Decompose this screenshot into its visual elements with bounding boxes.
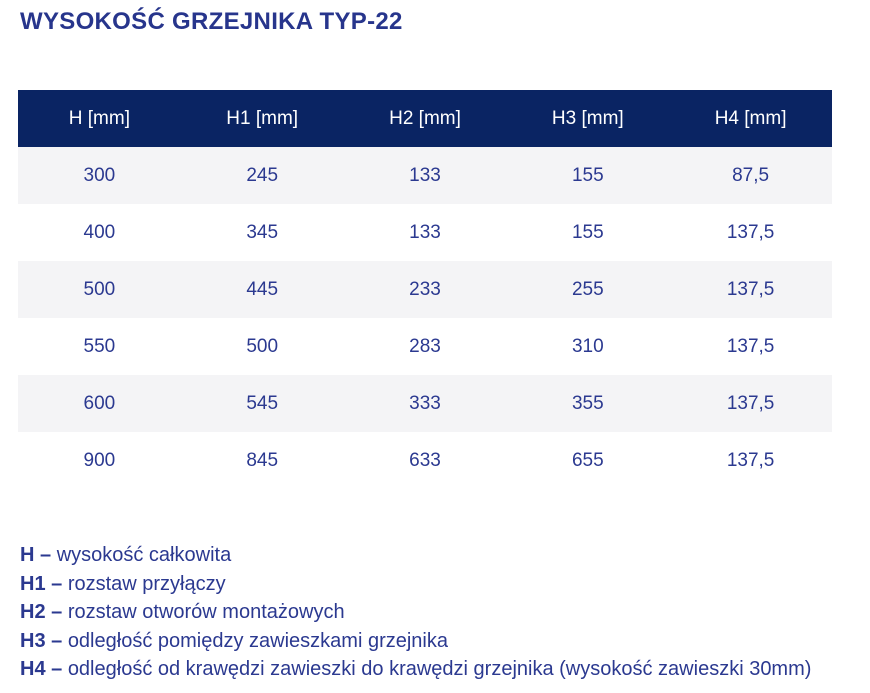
page-title: WYSOKOŚĆ GRZEJNIKA TYP-22 (20, 8, 403, 35)
legend-term: H4 – (20, 658, 63, 680)
legend-term: H1 – (20, 572, 63, 595)
table-cell: 900 (83, 449, 116, 471)
table-cell: 155 (571, 164, 604, 186)
column-header: H1 [mm] (180, 90, 344, 147)
legend-item: H – wysokość całkowita (20, 541, 850, 570)
table-cell: 87,5 (732, 164, 770, 186)
column-header: H [mm] (18, 90, 181, 147)
legend-item: H2 – rozstaw otworów montażowych (20, 598, 850, 627)
table-cell: 137,5 (726, 392, 775, 414)
legend: H – wysokość całkowita H1 – rozstaw przył… (20, 541, 850, 684)
legend-item: H4 – odległość od krawędzi zawieszki do … (20, 655, 850, 684)
table-cell: 155 (571, 221, 604, 243)
table-row: 400 345 133 155 137,5 (18, 204, 832, 261)
legend-term: H – (20, 544, 52, 566)
table-cell: 137,5 (726, 335, 775, 357)
table-header-row: H [mm] H1 [mm] H2 [mm] H3 [mm] H4 [mm] (18, 90, 832, 147)
table-cell: 310 (571, 335, 604, 357)
table-cell: 600 (83, 392, 116, 414)
table-cell: 845 (246, 449, 279, 471)
legend-definition: rozstaw otworów montażowych (67, 601, 345, 623)
table-cell: 500 (83, 278, 116, 300)
table-row: 600 545 333 355 137,5 (18, 375, 832, 432)
table-header: H [mm] H1 [mm] H2 [mm] H3 [mm] H4 [mm] (18, 90, 832, 147)
table-cell: 133 (409, 221, 441, 243)
table-body: 300 245 133 155 87,5 400 345 133 155 137,5 500 445 2… (18, 147, 832, 489)
legend-term: H2 – (20, 601, 63, 623)
dimensions-table: H [mm] H1 [mm] H2 [mm] H3 [mm] H4 [mm] 300 24… (18, 90, 832, 489)
table-cell: 633 (409, 449, 441, 471)
table-cell: 550 (83, 335, 116, 357)
table-cell: 137,5 (726, 221, 775, 243)
table-cell: 655 (571, 449, 604, 471)
table-row: 500 445 233 255 137,5 (18, 261, 832, 318)
legend-definition: odległość pomiędzy zawieszkami grzejnika (67, 629, 448, 652)
table-row: 900 845 633 655 137,5 (18, 432, 832, 489)
legend-definition: wysokość całkowita (56, 544, 232, 566)
table-cell: 255 (571, 278, 604, 300)
table-cell: 333 (409, 392, 441, 414)
legend-definition: rozstaw przyłączy (67, 572, 226, 595)
column-header: H3 [mm] (506, 90, 670, 147)
table-cell: 233 (409, 278, 441, 300)
legend-item: H3 – odległość pomiędzy zawieszkami grze… (20, 627, 850, 656)
column-header: H4 [mm] (669, 90, 832, 147)
table-cell: 245 (246, 164, 279, 186)
table-cell: 300 (83, 164, 116, 186)
table-cell: 133 (409, 164, 441, 186)
table-cell: 355 (571, 392, 604, 414)
table-cell: 500 (246, 335, 279, 357)
table-cell: 345 (246, 221, 279, 243)
column-header: H2 [mm] (343, 90, 507, 147)
table-cell: 545 (246, 392, 279, 414)
table-row: 300 245 133 155 87,5 (18, 147, 832, 204)
legend-term: H3 – (20, 629, 63, 652)
legend-item: H1 – rozstaw przyłączy (20, 570, 850, 599)
table-row: 550 500 283 310 137,5 (18, 318, 832, 375)
table-cell: 445 (246, 278, 279, 300)
table-cell: 137,5 (726, 278, 775, 300)
table-cell: 137,5 (726, 449, 775, 471)
table-cell: 283 (409, 335, 441, 357)
table-cell: 400 (83, 221, 116, 243)
legend-definition: odległość od krawędzi zawieszki do krawę… (67, 658, 812, 680)
